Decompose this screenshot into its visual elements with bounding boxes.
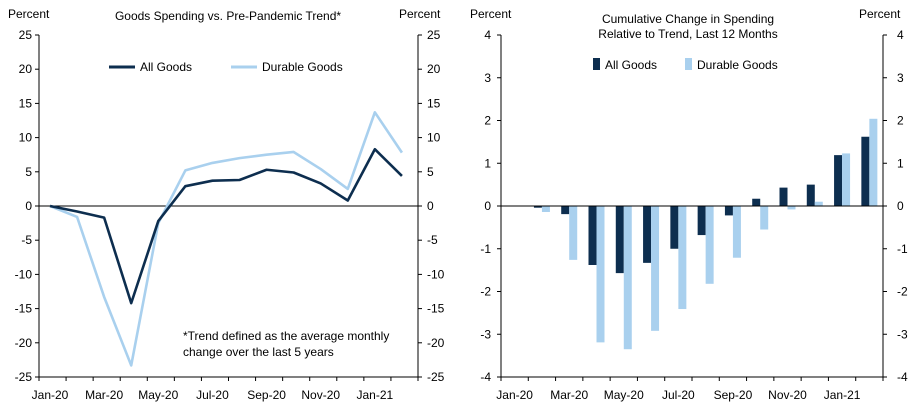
x-tick-label: Nov-20 — [768, 388, 807, 402]
y-tick-label-right: -20 — [427, 336, 445, 350]
y-tick-label-left: 10 — [19, 131, 33, 145]
x-tick-label: Mar-20 — [550, 388, 588, 402]
y-tick-label-left: 0 — [484, 199, 491, 213]
bar-durable-goods — [787, 206, 796, 210]
y-tick-label-left: 0 — [25, 199, 32, 213]
y-tick-label-right: 25 — [427, 28, 441, 42]
left-axis-label: Percent — [8, 7, 50, 21]
y-tick-label-left: 2 — [484, 114, 491, 128]
x-tick-label: Jan-21 — [357, 388, 394, 402]
y-tick-label-right: 5 — [427, 165, 434, 179]
y-tick-label-right: -25 — [427, 370, 445, 384]
x-tick-label: Sep-20 — [247, 388, 286, 402]
bar-durable-goods — [678, 206, 687, 310]
x-tick-label: Jan-21 — [824, 388, 861, 402]
legend-label-durable-goods: Durable Goods — [262, 60, 343, 74]
series-line-durable-goods — [49, 110, 404, 367]
bar-durable-goods — [541, 206, 550, 212]
x-tick-label: May-20 — [604, 388, 644, 402]
chart-title-line-2: Relative to Trend, Last 12 Months — [598, 27, 777, 41]
bar-all-goods — [643, 206, 652, 263]
bar-durable-goods — [869, 118, 878, 206]
y-tick-label-right: -2 — [897, 285, 908, 299]
y-tick-label-left: -15 — [15, 302, 33, 316]
bar-durable-goods — [651, 206, 660, 331]
x-tick-label: Nov-20 — [301, 388, 340, 402]
y-tick-label-right: -1 — [897, 242, 908, 256]
y-tick-label-left: -20 — [15, 336, 33, 350]
bar-durable-goods — [569, 206, 578, 260]
y-tick-label-left: -1 — [480, 242, 491, 256]
y-tick-label-right: -10 — [427, 267, 445, 281]
y-tick-label-left: -3 — [480, 327, 491, 341]
x-tick-label: Mar-20 — [85, 388, 123, 402]
footnote-line-1: *Trend defined as the average monthly — [183, 329, 389, 343]
bar-durable-goods — [842, 153, 851, 206]
bar-durable-goods — [623, 206, 632, 350]
y-tick-label-left: 15 — [19, 96, 33, 110]
bar-durable-goods — [705, 206, 714, 284]
y-tick-label-left: 4 — [484, 28, 491, 42]
y-tick-label-left: 25 — [19, 28, 33, 42]
y-tick-label-left: -10 — [15, 267, 33, 281]
y-tick-label-right: 3 — [897, 71, 904, 85]
y-tick-label-right: 15 — [427, 96, 441, 110]
legend-label-durable-goods: Durable Goods — [697, 58, 778, 72]
left-axis-label: Percent — [470, 7, 512, 21]
legend-label-all-goods: All Goods — [605, 58, 657, 72]
bar-all-goods — [561, 206, 570, 215]
x-tick-label: Jul-20 — [662, 388, 695, 402]
y-tick-label-right: 20 — [427, 62, 441, 76]
bar-durable-goods — [814, 201, 823, 206]
bar-all-goods — [752, 198, 761, 206]
right-axis-label: Percent — [399, 7, 441, 21]
y-tick-label-left: 3 — [484, 71, 491, 85]
y-tick-label-right: 0 — [897, 199, 904, 213]
y-tick-label-right: -5 — [427, 233, 438, 247]
bar-all-goods — [724, 206, 733, 216]
y-tick-label-left: -5 — [21, 233, 32, 247]
y-tick-label-right: -15 — [427, 302, 445, 316]
bar-all-goods — [806, 184, 815, 206]
y-tick-label-left: 1 — [484, 156, 491, 170]
footnote-line-2: change over the last 5 years — [183, 345, 334, 359]
bar-all-goods — [670, 206, 679, 249]
bar-all-goods — [779, 187, 788, 206]
bar-all-goods — [834, 155, 843, 206]
y-tick-label-left: -2 — [480, 285, 491, 299]
chart-title-line-1: Cumulative Change in Spending — [602, 12, 774, 26]
y-tick-label-left: 5 — [25, 165, 32, 179]
bar-all-goods — [861, 136, 870, 206]
y-tick-label-right: -3 — [897, 327, 908, 341]
bar-all-goods — [615, 206, 624, 274]
series-line-all-goods — [49, 147, 403, 305]
bar-all-goods — [588, 206, 597, 265]
x-tick-label: Jan-20 — [496, 388, 533, 402]
right-axis-label: Percent — [859, 7, 901, 21]
y-tick-label-right: -4 — [897, 370, 908, 384]
chart-title: Goods Spending vs. Pre-Pandemic Trend* — [115, 9, 341, 23]
y-tick-label-left: -25 — [15, 370, 33, 384]
x-tick-label: May-20 — [138, 388, 178, 402]
bar-durable-goods — [760, 206, 769, 230]
y-tick-label-right: 0 — [427, 199, 434, 213]
x-tick-label: Sep-20 — [714, 388, 753, 402]
y-tick-label-left: 20 — [19, 62, 33, 76]
y-tick-label-left: -4 — [480, 370, 491, 384]
y-tick-label-right: 4 — [897, 28, 904, 42]
legend-swatch-durable-goods — [685, 58, 692, 70]
legend-label-all-goods: All Goods — [140, 60, 192, 74]
y-tick-label-right: 1 — [897, 156, 904, 170]
bar-durable-goods — [596, 206, 605, 343]
x-tick-label: Jul-20 — [196, 388, 229, 402]
x-tick-label: Jan-20 — [32, 388, 69, 402]
bar-all-goods — [697, 206, 706, 236]
y-tick-label-right: 2 — [897, 114, 904, 128]
legend-swatch-all-goods — [593, 58, 600, 70]
bar-all-goods — [533, 206, 542, 208]
y-tick-label-right: 10 — [427, 131, 441, 145]
bar-durable-goods — [732, 206, 741, 258]
